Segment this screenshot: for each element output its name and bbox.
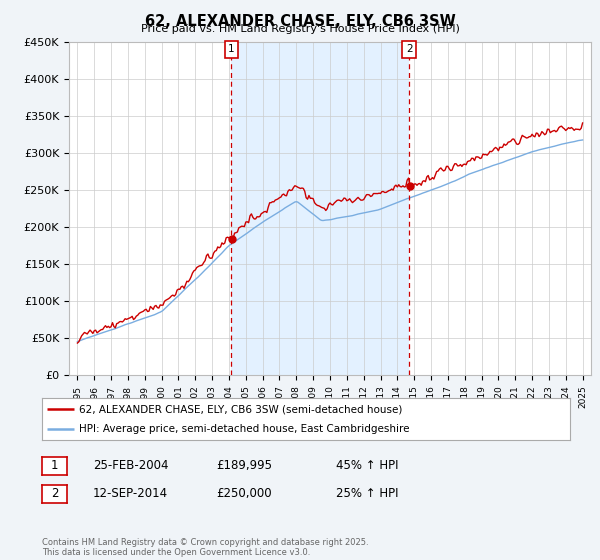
Text: 2: 2 (51, 487, 58, 501)
Text: £250,000: £250,000 (216, 487, 272, 501)
Text: 25-FEB-2004: 25-FEB-2004 (93, 459, 169, 473)
Text: 62, ALEXANDER CHASE, ELY, CB6 3SW (semi-detached house): 62, ALEXANDER CHASE, ELY, CB6 3SW (semi-… (79, 404, 403, 414)
Text: 2: 2 (406, 44, 413, 54)
Text: Contains HM Land Registry data © Crown copyright and database right 2025.
This d: Contains HM Land Registry data © Crown c… (42, 538, 368, 557)
Text: 1: 1 (228, 44, 235, 54)
Text: 45% ↑ HPI: 45% ↑ HPI (336, 459, 398, 473)
Bar (232, 42, 409, 375)
Text: 12-SEP-2014: 12-SEP-2014 (93, 487, 168, 501)
Text: £189,995: £189,995 (216, 459, 272, 473)
Text: 25% ↑ HPI: 25% ↑ HPI (336, 487, 398, 501)
Text: Price paid vs. HM Land Registry's House Price Index (HPI): Price paid vs. HM Land Registry's House … (140, 24, 460, 34)
Text: HPI: Average price, semi-detached house, East Cambridgeshire: HPI: Average price, semi-detached house,… (79, 424, 409, 434)
Text: 1: 1 (51, 459, 58, 473)
Text: 62, ALEXANDER CHASE, ELY, CB6 3SW: 62, ALEXANDER CHASE, ELY, CB6 3SW (145, 14, 455, 29)
